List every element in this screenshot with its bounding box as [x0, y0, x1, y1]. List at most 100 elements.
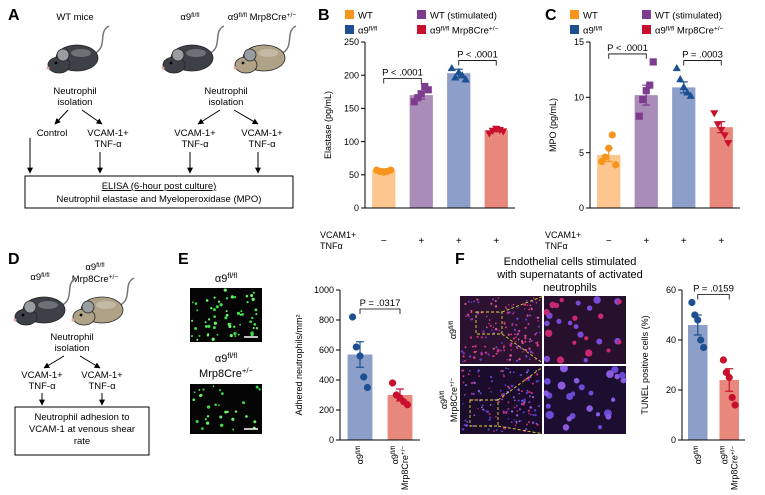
cell-dot: [529, 406, 533, 409]
label-part: Control: [37, 128, 68, 139]
bar: [634, 95, 658, 208]
cell-dot: [473, 381, 476, 384]
cell-dot: [537, 325, 540, 328]
cell-dot: [481, 404, 484, 407]
cell-dot: [513, 328, 517, 332]
legend-swatch: [642, 25, 651, 34]
cell-dot: [528, 390, 531, 393]
data-point: [642, 87, 650, 95]
x-tick-label-part: α9: [719, 454, 729, 464]
data-point: [649, 58, 657, 66]
mouse-eye: [21, 313, 25, 317]
cell-dot: [528, 349, 531, 351]
cell-dot: [194, 327, 197, 330]
y-tick-label: 600: [319, 345, 334, 355]
cell-dot: [473, 300, 476, 303]
cell-dot: [225, 310, 228, 313]
label: α9fl/fl: [215, 351, 238, 366]
micrograph: [190, 384, 262, 434]
cell-dot: [492, 326, 495, 329]
cell-dot: [255, 313, 258, 316]
label: isolation: [58, 97, 93, 108]
label-part: VCAM1+: [545, 230, 581, 240]
cell-dot: [575, 300, 581, 306]
cell-dot: [533, 409, 537, 412]
cell-dot: [524, 428, 528, 431]
cell-dot: [513, 406, 516, 409]
data-point: [447, 63, 456, 72]
cell-dot: [527, 409, 531, 412]
label-part: TNF-α: [88, 381, 116, 392]
cell-dot: [513, 419, 516, 421]
cell-dot: [250, 331, 254, 335]
cell-dot: [196, 338, 199, 341]
cell-dot: [528, 401, 531, 403]
cell-dot: [494, 327, 498, 331]
cell-dot: [255, 327, 259, 330]
cell-dot: [543, 355, 551, 363]
legend-label: WT (stimulated): [655, 11, 722, 22]
cell-dot: [477, 370, 479, 373]
mouse-eye: [79, 313, 83, 317]
label-part: isolation: [209, 97, 244, 108]
cell-dot: [515, 422, 518, 425]
legend-swatch: [345, 10, 354, 19]
cell-dot: [470, 318, 473, 321]
y-tick-label: 15: [574, 37, 584, 47]
mouse-nose: [46, 66, 50, 70]
cell-dot: [515, 359, 519, 362]
legend-label-part: α9: [583, 26, 594, 37]
cell-dot: [191, 301, 194, 304]
y-tick-label: 0: [671, 435, 676, 445]
cell-dot: [535, 301, 538, 304]
cell-dot: [512, 396, 515, 399]
x-tick-label: +: [493, 236, 499, 247]
label: with supernatants of activated: [496, 269, 643, 281]
cell-dot: [610, 397, 616, 402]
x-tick-label-part: fl/fl: [390, 446, 397, 454]
x-tick-label: −: [381, 236, 387, 247]
cell-dot: [503, 349, 506, 352]
cell-dot: [535, 316, 537, 319]
x-tick-label-part: α9: [693, 454, 703, 464]
cell-dot: [566, 416, 572, 422]
cell-dot: [232, 428, 235, 431]
cell-dot: [239, 324, 242, 326]
y-tick-label: 10: [574, 93, 584, 103]
cell-dot: [213, 296, 216, 299]
significance-bracket: [383, 78, 422, 84]
cell-dot: [525, 391, 529, 394]
cell-dot: [515, 340, 517, 343]
cell-dot: [531, 395, 535, 399]
data-point: [417, 90, 425, 98]
data-point: [686, 91, 695, 99]
cell-dot: [529, 304, 532, 307]
cell-dot: [251, 316, 254, 320]
cell-dot: [557, 381, 566, 390]
label-part: Neutrophil: [53, 86, 96, 97]
zoom-line: [501, 333, 545, 365]
cell-dot: [502, 410, 505, 414]
cell-dot: [212, 326, 216, 330]
label: Neutrophil: [204, 86, 247, 97]
y-tick-label: 1000: [314, 285, 334, 295]
cell-dot: [214, 403, 217, 406]
cell-dot: [250, 294, 254, 298]
cell-dot: [526, 389, 529, 392]
cell-dot: [476, 312, 479, 315]
cell-dot: [497, 297, 500, 299]
y-tick-label: 0: [329, 435, 334, 445]
cell-dot: [511, 305, 513, 307]
cell-dot: [491, 329, 493, 331]
cell-dot: [495, 322, 497, 325]
cell-dot: [207, 318, 211, 321]
cell-dot: [593, 296, 601, 304]
cell-dot: [556, 356, 565, 364]
cell-dot: [535, 380, 539, 383]
cell-dot: [198, 394, 202, 398]
y-tick-label: 200: [344, 70, 359, 80]
micrograph: [460, 296, 542, 364]
data-point: [697, 336, 705, 344]
cell-dot: [489, 416, 492, 419]
